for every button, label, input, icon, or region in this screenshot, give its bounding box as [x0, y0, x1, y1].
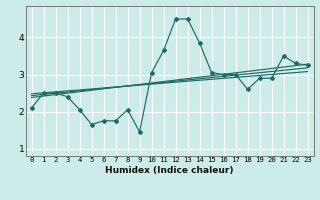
X-axis label: Humidex (Indice chaleur): Humidex (Indice chaleur) — [105, 166, 234, 175]
